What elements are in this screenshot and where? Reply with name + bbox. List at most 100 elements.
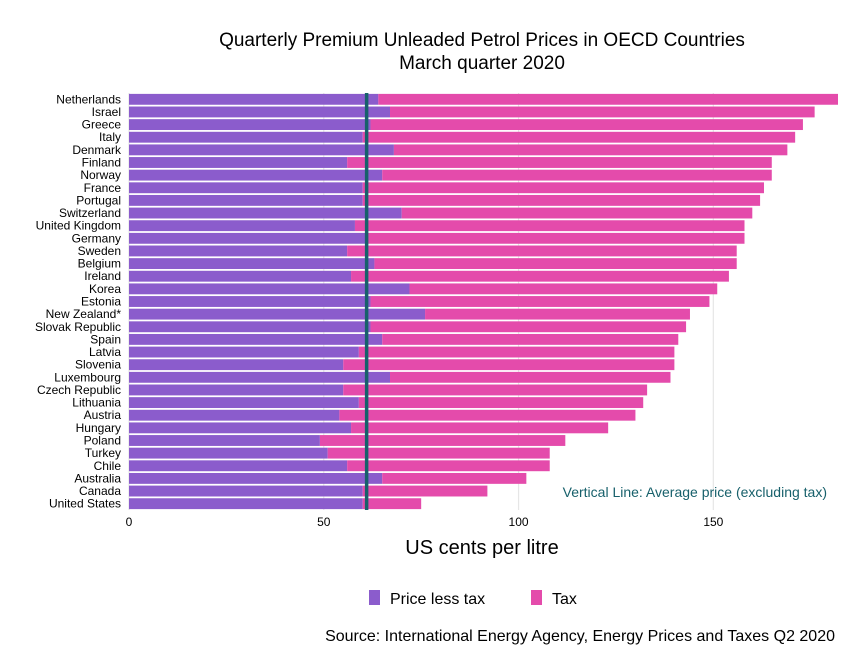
x-tick-label: 100: [509, 515, 529, 529]
bar-lithuania-tax: [358, 397, 644, 409]
bar-new-zealand-price-less-tax: [129, 308, 426, 320]
bar-chile-price-less-tax: [129, 460, 348, 472]
y-tick-label: Netherlands: [56, 92, 121, 106]
bar-poland-price-less-tax: [129, 435, 320, 446]
bar-slovak-republic-price-less-tax: [129, 321, 371, 333]
bar-slovenia-price-less-tax: [129, 359, 344, 371]
bar-united-states-tax: [362, 498, 422, 510]
x-tick-label: 150: [703, 515, 723, 529]
y-tick-label: Portugal: [76, 193, 121, 207]
bar-finland-tax: [347, 157, 772, 168]
bar-australia-price-less-tax: [129, 472, 383, 484]
bar-united-kingdom-price-less-tax: [129, 220, 355, 232]
bar-italy-tax: [362, 131, 796, 143]
y-tick-label: United Kingdom: [36, 219, 121, 233]
bar-united-states-price-less-tax: [129, 498, 363, 510]
x-axis-label: US cents per litre: [405, 537, 558, 559]
bar-germany-tax: [366, 232, 745, 244]
bar-hungary-tax: [351, 422, 609, 434]
bar-luxembourg-tax: [390, 371, 671, 383]
y-tick-label: Hungary: [76, 421, 121, 435]
bar-denmark-price-less-tax: [129, 144, 394, 156]
bar-switzerland-tax: [401, 207, 753, 219]
legend-label-price-less-tax: Price less tax: [390, 591, 485, 608]
bar-luxembourg-price-less-tax: [129, 371, 391, 383]
y-tick-label: Luxembourg: [54, 370, 121, 384]
bar-hungary-price-less-tax: [129, 422, 352, 434]
legend: Price less tax Tax: [369, 590, 577, 608]
bar-czech-republic-price-less-tax: [129, 384, 344, 396]
bar-united-kingdom-tax: [354, 220, 745, 232]
y-tick-label: Czech Republic: [37, 383, 121, 397]
bar-germany-price-less-tax: [129, 232, 367, 244]
bar-ireland-price-less-tax: [129, 270, 352, 282]
y-tick-label: Turkey: [85, 446, 121, 460]
y-tick-label: Lithuania: [72, 396, 121, 410]
bar-israel-tax: [390, 106, 815, 118]
bar-latvia-tax: [358, 346, 675, 358]
legend-label-tax: Tax: [552, 591, 577, 608]
y-tick-label: Italy: [99, 130, 121, 144]
bar-spain-price-less-tax: [129, 333, 383, 345]
bar-ireland-tax: [351, 270, 729, 282]
bar-norway-tax: [382, 169, 772, 181]
bar-slovak-republic-tax: [370, 321, 687, 333]
bar-korea-tax: [409, 283, 718, 295]
y-tick-label: Israel: [92, 105, 121, 119]
y-tick-label: Belgium: [78, 257, 121, 271]
y-tick-label: Spain: [90, 332, 121, 346]
y-tick-label: Switzerland: [59, 206, 121, 220]
x-tick-label: 0: [126, 515, 133, 529]
y-tick-label: Norway: [80, 168, 121, 182]
reference-line-label: Vertical Line: Average price (excluding …: [563, 484, 827, 500]
bar-poland-tax: [319, 435, 566, 446]
bar-denmark-tax: [393, 144, 788, 156]
bar-austria-tax: [339, 409, 636, 421]
y-tick-label: Estonia: [81, 295, 121, 309]
bar-france-price-less-tax: [129, 182, 363, 194]
bar-belgium-price-less-tax: [129, 258, 375, 270]
chart-subtitle: March quarter 2020: [399, 53, 565, 74]
y-tick-label: New Zealand*: [46, 307, 122, 321]
y-tick-label: Greece: [82, 118, 122, 132]
bar-norway-price-less-tax: [129, 169, 383, 181]
y-tick-label: France: [84, 181, 122, 195]
bars: [129, 93, 838, 510]
y-tick-label: Germany: [72, 231, 121, 245]
y-tick-label: Chile: [94, 459, 122, 473]
bar-switzerland-price-less-tax: [129, 207, 402, 219]
y-axis-labels: NetherlandsIsraelGreeceItalyDenmarkFinla…: [35, 92, 122, 510]
y-tick-label: Canada: [79, 484, 121, 498]
y-tick-label: Korea: [89, 282, 121, 296]
bar-estonia-tax: [370, 296, 710, 307]
chart-title: Quarterly Premium Unleaded Petrol Prices…: [219, 30, 745, 51]
x-tick-label: 50: [317, 515, 331, 529]
bar-canada-tax: [362, 485, 488, 497]
bar-canada-price-less-tax: [129, 485, 363, 497]
y-tick-label: Slovak Republic: [35, 320, 121, 334]
y-tick-label: Slovenia: [75, 358, 121, 372]
bar-greece-price-less-tax: [129, 119, 371, 131]
bar-israel-price-less-tax: [129, 106, 391, 118]
y-tick-label: Finland: [82, 156, 121, 170]
x-axis-ticks: 0 50 100 150: [126, 515, 724, 529]
y-tick-label: Austria: [84, 408, 122, 422]
y-tick-label: Ireland: [84, 269, 121, 283]
bar-portugal-price-less-tax: [129, 194, 363, 206]
y-tick-label: Sweden: [78, 244, 121, 258]
bar-belgium-tax: [374, 258, 737, 270]
bar-chile-tax: [347, 460, 550, 472]
bar-finland-price-less-tax: [129, 157, 348, 168]
y-tick-label: Denmark: [72, 143, 122, 157]
bar-netherlands-price-less-tax: [129, 93, 379, 105]
bar-greece-tax: [370, 119, 803, 131]
legend-swatch-price-less-tax: [369, 590, 380, 605]
source-note: Source: International Energy Agency, Ene…: [325, 628, 835, 645]
bar-portugal-tax: [362, 194, 761, 206]
bar-turkey-tax: [327, 447, 550, 459]
bar-netherlands-tax: [378, 93, 838, 105]
bar-sweden-price-less-tax: [129, 245, 348, 257]
y-tick-label: United States: [49, 497, 121, 511]
y-tick-label: Latvia: [89, 345, 121, 359]
